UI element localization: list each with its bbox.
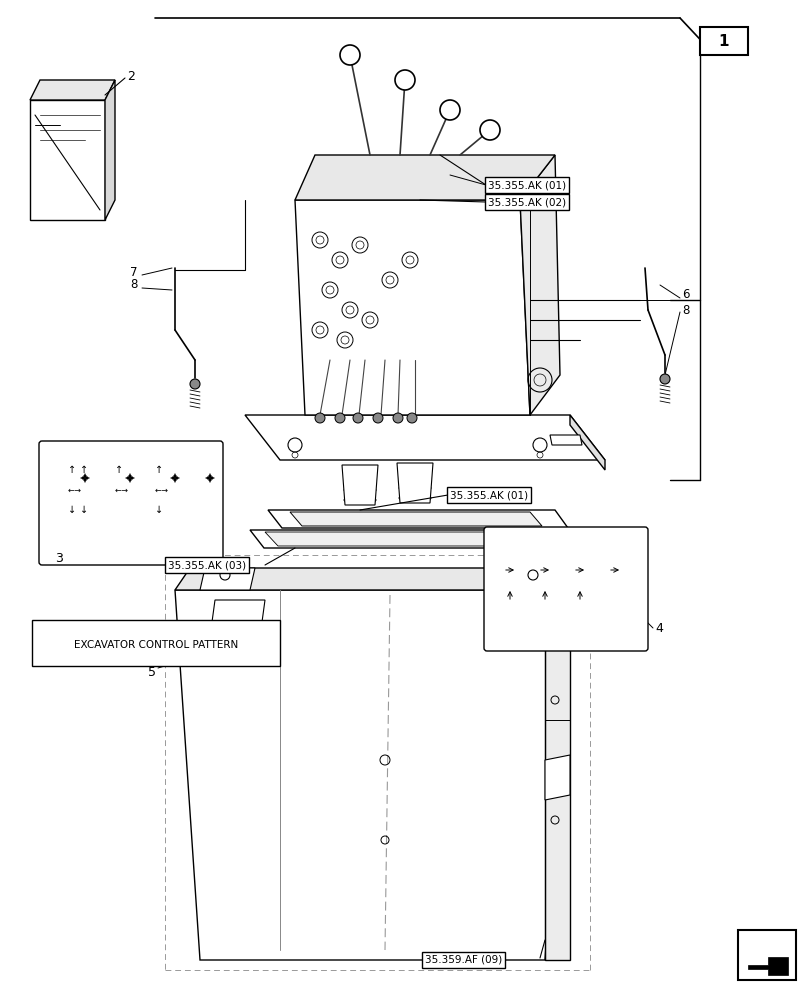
Polygon shape xyxy=(519,155,560,415)
Text: 4: 4 xyxy=(654,621,662,634)
Text: 3: 3 xyxy=(55,552,62,564)
Text: EXCAVATOR CONTROL PATTERN: EXCAVATOR CONTROL PATTERN xyxy=(74,640,238,650)
Text: 35.355.AK (01): 35.355.AK (01) xyxy=(449,490,527,500)
Polygon shape xyxy=(30,100,105,220)
Polygon shape xyxy=(544,590,569,960)
FancyBboxPatch shape xyxy=(483,527,647,651)
Circle shape xyxy=(340,45,359,65)
Polygon shape xyxy=(30,80,115,100)
Circle shape xyxy=(353,413,363,423)
Polygon shape xyxy=(212,600,264,622)
Text: 6: 6 xyxy=(681,288,689,302)
Text: 8: 8 xyxy=(681,304,689,316)
Circle shape xyxy=(394,70,414,90)
Text: ↓: ↓ xyxy=(155,505,163,515)
Polygon shape xyxy=(341,465,378,505)
Text: ↓: ↓ xyxy=(80,505,88,515)
Bar xyxy=(699,27,747,55)
Polygon shape xyxy=(544,755,569,800)
Text: ←→: ←→ xyxy=(115,486,129,494)
Text: 35.355.AK (02): 35.355.AK (02) xyxy=(487,197,565,207)
Text: ←→: ←→ xyxy=(68,486,82,494)
Polygon shape xyxy=(290,512,541,526)
Polygon shape xyxy=(264,532,571,546)
Polygon shape xyxy=(525,550,547,568)
Bar xyxy=(737,930,795,980)
Text: 8: 8 xyxy=(130,278,137,292)
Polygon shape xyxy=(245,415,604,460)
Text: ↑: ↑ xyxy=(80,465,88,475)
Circle shape xyxy=(406,413,417,423)
Polygon shape xyxy=(250,530,587,548)
Text: 35.355.AK (01): 35.355.AK (01) xyxy=(487,180,565,190)
FancyBboxPatch shape xyxy=(39,441,223,565)
Polygon shape xyxy=(268,510,568,528)
Text: 1: 1 xyxy=(718,34,728,49)
Polygon shape xyxy=(397,463,432,503)
Circle shape xyxy=(479,120,500,140)
Text: ↑: ↑ xyxy=(68,465,76,475)
Polygon shape xyxy=(200,568,255,590)
Text: 5: 5 xyxy=(148,666,156,678)
Polygon shape xyxy=(569,415,604,470)
Polygon shape xyxy=(487,600,539,620)
Circle shape xyxy=(372,413,383,423)
Circle shape xyxy=(315,413,324,423)
Polygon shape xyxy=(549,435,581,445)
Polygon shape xyxy=(294,155,554,200)
Text: ←→: ←→ xyxy=(155,486,169,494)
Polygon shape xyxy=(747,957,787,975)
Text: 35.359.AF (09): 35.359.AF (09) xyxy=(424,955,502,965)
Text: ↑: ↑ xyxy=(155,465,163,475)
Polygon shape xyxy=(200,550,220,568)
Text: ↓: ↓ xyxy=(68,505,76,515)
Polygon shape xyxy=(294,200,530,415)
Bar xyxy=(32,620,280,666)
Polygon shape xyxy=(489,568,547,590)
Circle shape xyxy=(393,413,402,423)
Polygon shape xyxy=(175,568,584,590)
Circle shape xyxy=(440,100,460,120)
Circle shape xyxy=(335,413,345,423)
Circle shape xyxy=(190,379,200,389)
Text: ↑: ↑ xyxy=(115,465,123,475)
Polygon shape xyxy=(175,590,569,960)
Text: 7: 7 xyxy=(130,265,137,278)
Circle shape xyxy=(659,374,669,384)
Text: 35.355.AK (03): 35.355.AK (03) xyxy=(168,560,246,570)
Text: 2: 2 xyxy=(127,70,135,83)
Polygon shape xyxy=(105,80,115,220)
